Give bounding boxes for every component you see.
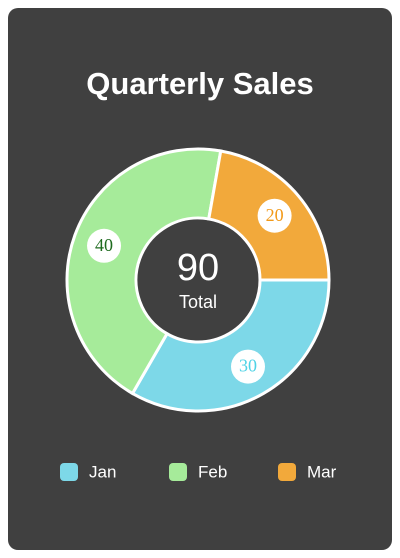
total-label: Total <box>179 292 217 312</box>
legend-label: Mar <box>307 462 337 481</box>
data-label-badge <box>231 349 265 384</box>
donut-segment <box>65 147 223 396</box>
legend-swatch <box>169 463 187 481</box>
data-label-badge <box>257 198 292 233</box>
data-label: 20 <box>266 205 284 225</box>
data-label-badge <box>87 228 122 263</box>
legend-label: Jan <box>89 462 116 481</box>
donut-segment <box>130 278 331 413</box>
legend-swatch <box>60 463 78 481</box>
legend-label: Feb <box>198 462 227 481</box>
total-value: 90 <box>177 247 219 289</box>
legend-swatch <box>278 463 296 481</box>
data-label: 40 <box>95 235 113 255</box>
card <box>8 8 392 550</box>
data-label: 30 <box>239 356 257 376</box>
chart-title: Quarterly Sales <box>86 66 313 101</box>
